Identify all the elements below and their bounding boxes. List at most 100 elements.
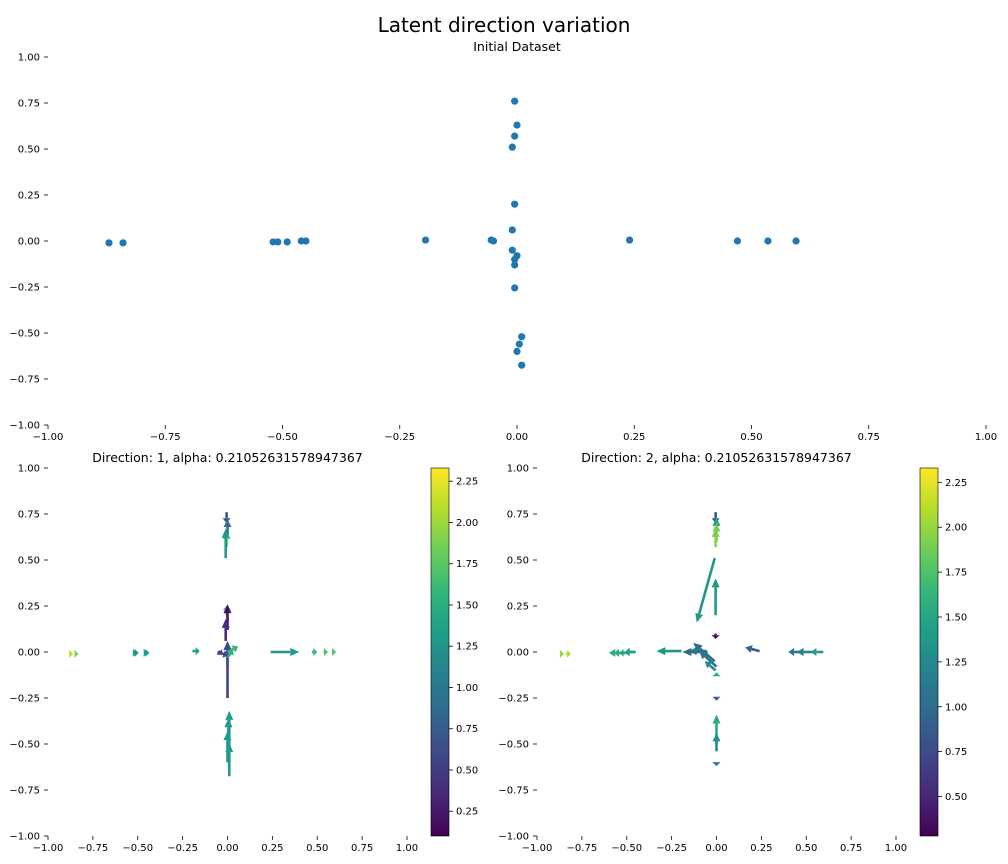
quiver-arrow [226, 650, 234, 659]
x-tick-label: −0.25 [167, 843, 198, 854]
y-tick-label: 0.25 [507, 602, 529, 613]
scatter-point [511, 97, 519, 105]
quiver-arrow [74, 649, 79, 658]
x-tick-label: −0.25 [656, 843, 687, 854]
x-tick-label: 0.25 [750, 843, 772, 854]
y-tick-label: −0.50 [498, 740, 529, 751]
quiver-arrow [221, 528, 230, 559]
quiver-arrow [712, 672, 721, 677]
quiver-arrow [712, 523, 721, 542]
x-tick-label: 0.75 [840, 843, 862, 854]
quiver-arrow [695, 557, 716, 623]
y-tick-label: 1.00 [507, 464, 529, 475]
y-tick-label: −0.25 [9, 694, 40, 705]
quiver-axes-direction-1: Direction: 1, alpha: 0.21052631578947367… [9, 450, 478, 854]
y-tick-label: 1.00 [18, 53, 40, 64]
quiver-arrow [698, 650, 718, 668]
scatter-point [511, 255, 519, 263]
x-tick-label: 1.00 [885, 843, 907, 854]
quiver-arrow [796, 648, 813, 656]
colorbar [430, 467, 450, 837]
scatter-point [508, 226, 516, 234]
colorbar-tick-label: 1.75 [456, 559, 478, 570]
x-tick-label: −0.50 [122, 843, 153, 854]
figure-title: Latent direction variation [378, 13, 631, 37]
colorbar-tick-label: 2.00 [456, 518, 478, 529]
scatter-point [515, 340, 523, 348]
x-tick-label: −0.75 [78, 843, 109, 854]
colorbar-tick-label: 1.25 [945, 657, 967, 668]
scatter-point [511, 284, 519, 292]
scatter-point [105, 239, 113, 247]
axes-title: Direction: 1, alpha: 0.21052631578947367 [92, 450, 363, 465]
y-tick-label: 1.00 [18, 464, 40, 475]
quiver-arrow [311, 648, 318, 656]
x-tick-label: 0.75 [351, 843, 373, 854]
quiver-arrow [656, 647, 682, 656]
quiver-arrow [711, 578, 720, 616]
colorbar-tick-label: 1.25 [456, 642, 478, 653]
y-tick-label: 0.75 [507, 510, 529, 521]
y-tick-label: 0.50 [507, 556, 529, 567]
y-tick-label: 0.25 [18, 191, 40, 202]
scatter-point [513, 347, 521, 355]
x-tick-label: −0.25 [384, 432, 415, 443]
scatter-point [518, 361, 526, 369]
quiver-arrow [693, 642, 716, 663]
colorbar-tick-label: 0.50 [456, 765, 478, 776]
x-tick-label: 1.00 [396, 843, 418, 854]
quiver-arrow [559, 649, 564, 658]
quiver-arrow [332, 648, 337, 656]
quiver-arrow [712, 696, 721, 701]
x-tick-label: 1.00 [975, 432, 997, 443]
quiver-arrow [712, 762, 721, 767]
y-tick-label: 0.75 [18, 510, 40, 521]
scatter-point [733, 237, 742, 245]
x-tick-label: 0.50 [740, 432, 762, 443]
quiver-arrow [192, 647, 200, 656]
scatter-point [511, 132, 519, 140]
scatter-point [511, 200, 519, 208]
colorbar-tick-label: 2.25 [945, 478, 967, 489]
scatter-point [792, 237, 800, 245]
quiver-arrow [222, 512, 231, 524]
quiver-arrow [565, 649, 572, 658]
x-tick-label: −0.50 [611, 843, 642, 854]
x-tick-label: 0.00 [216, 843, 238, 854]
quiver-arrow [223, 640, 232, 667]
scatter-point [274, 238, 282, 246]
y-tick-label: 0.75 [18, 99, 40, 110]
scatter-point [518, 333, 526, 341]
scatter-point [421, 236, 430, 244]
x-tick-label: 0.50 [306, 843, 328, 854]
y-tick-label: 0.00 [18, 648, 40, 659]
scatter-point [511, 261, 519, 269]
y-tick-label: −0.75 [9, 375, 40, 386]
y-tick-label: 0.00 [507, 648, 529, 659]
colorbar-tick-label: 0.50 [945, 792, 967, 803]
quiver-arrow [711, 633, 720, 640]
x-tick-label: −1.00 [33, 843, 64, 854]
scatter-point [764, 237, 772, 245]
scatter-point [508, 143, 516, 151]
scatter-point [625, 236, 634, 244]
y-tick-label: −0.50 [9, 329, 40, 340]
x-tick-label: 0.00 [506, 432, 528, 443]
colorbar-tick-label: 0.25 [456, 807, 478, 818]
x-tick-label: 0.75 [858, 432, 880, 443]
colorbar [919, 467, 939, 837]
x-tick-label: 0.50 [795, 843, 817, 854]
quiver-arrow [323, 648, 329, 656]
scatter-point [283, 238, 291, 246]
colorbar-tick-label: 0.75 [945, 747, 967, 758]
y-tick-label: −0.25 [498, 694, 529, 705]
quiver-arrow [223, 731, 232, 763]
y-tick-label: −1.00 [498, 832, 529, 843]
quiver-axes-direction-2: Direction: 2, alpha: 0.21052631578947367… [498, 450, 967, 854]
scatter-point [513, 121, 521, 129]
x-tick-label: −0.75 [150, 432, 181, 443]
quiver-arrow [221, 618, 230, 641]
y-tick-label: 0.50 [18, 556, 40, 567]
quiver-arrow [704, 661, 717, 672]
